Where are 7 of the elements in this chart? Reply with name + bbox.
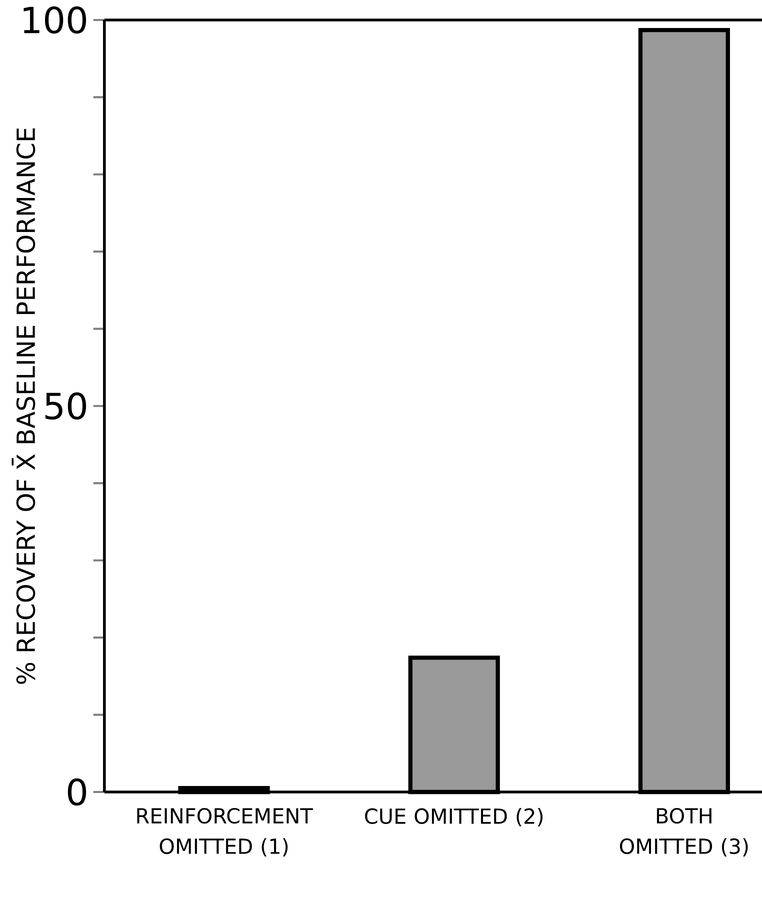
- y-tick-label: 0: [68, 778, 86, 806]
- y-tick-label: 100: [24, 6, 86, 34]
- x-tick-label: CUE OMITTED (2): [364, 808, 542, 826]
- x-tick-label: BOTH OMITTED (3): [620, 808, 748, 857]
- y-tick-label: 50: [45, 392, 86, 420]
- y-axis-title: % RECOVERY OF X̄ BASELINE PERFORMANCE: [12, 128, 35, 684]
- x-tick-label: REINFORCEMENT OMITTED (1): [137, 808, 313, 857]
